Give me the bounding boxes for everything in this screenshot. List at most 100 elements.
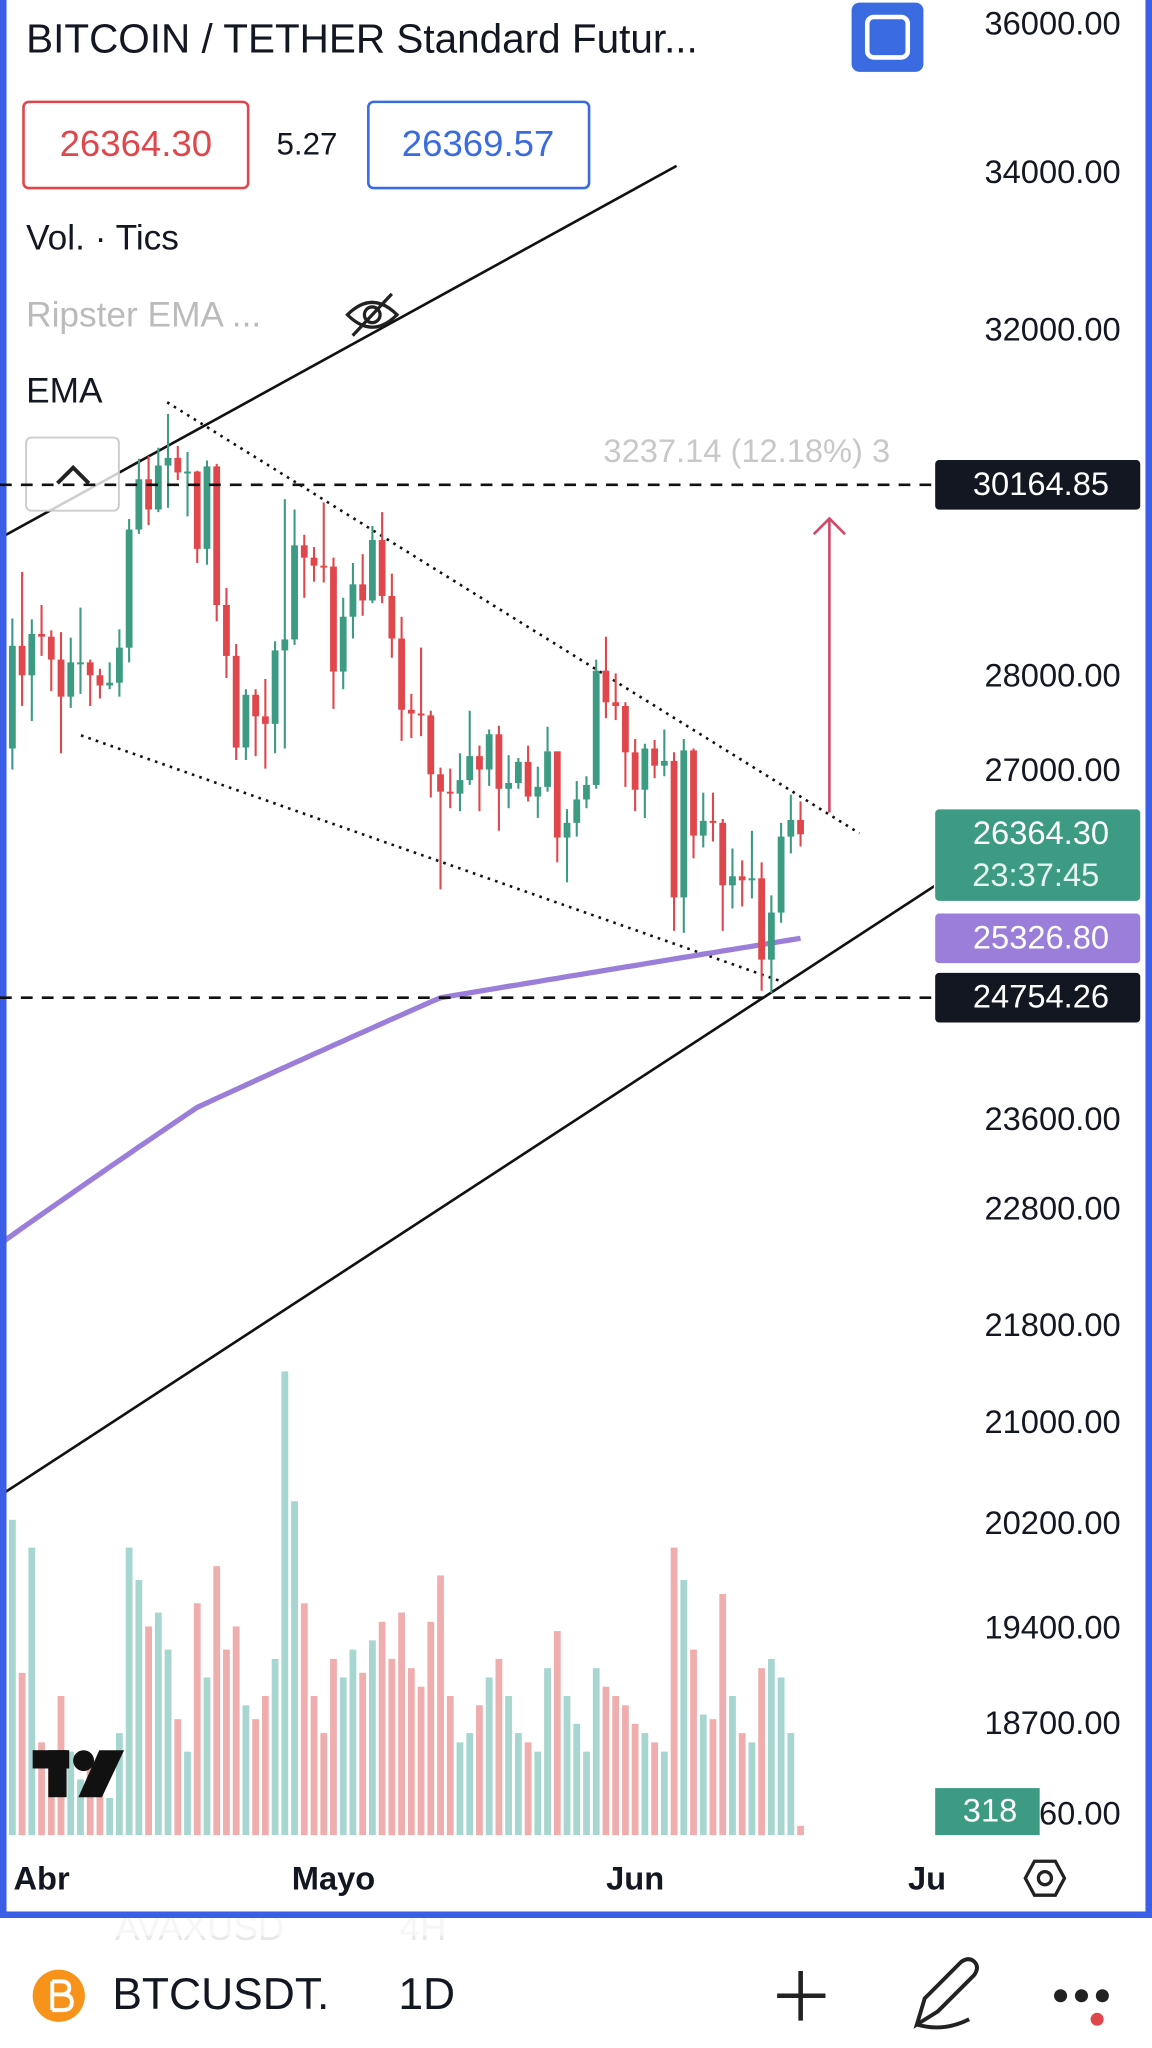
ask-box[interactable] [367, 100, 591, 190]
candle-body [281, 639, 289, 651]
volume-bar [767, 1658, 775, 1836]
candle-body [57, 659, 65, 697]
candle-body [553, 751, 561, 838]
volume-bar [291, 1501, 298, 1836]
volume-bar [154, 1612, 162, 1836]
candle-body [271, 650, 279, 724]
y-tick-label: 27000.00 [984, 751, 1120, 788]
volume-bar [563, 1696, 571, 1836]
volume-bar [553, 1631, 561, 1836]
arrow [812, 516, 846, 813]
volume-bar [476, 1705, 483, 1836]
candle-body [18, 645, 26, 676]
volume-bar [164, 1649, 172, 1836]
interval[interactable]: 1D [398, 1970, 455, 2019]
volume-bar [748, 1742, 756, 1836]
candle-body [86, 662, 94, 676]
candle-body [641, 748, 649, 790]
volume-bar [407, 1668, 415, 1836]
volume-bar [232, 1626, 240, 1836]
volume-bar [330, 1658, 337, 1836]
candle-body [534, 786, 542, 797]
volume-bar [174, 1719, 182, 1836]
price-badge-label: 25326.80 [973, 918, 1109, 955]
add-button[interactable] [777, 1970, 826, 2021]
volume-bar [660, 1751, 668, 1836]
symbol[interactable]: BTCUSDT. [112, 1970, 329, 2019]
candle-body [349, 584, 357, 617]
y-tick-label: 19400.00 [984, 1609, 1120, 1646]
candle-body [310, 557, 318, 566]
price-badge [935, 460, 1141, 510]
indicator: Ripster EMA ... [26, 296, 261, 335]
volume-bar [339, 1677, 347, 1836]
volume-bar [359, 1672, 367, 1836]
y-tick-label: 23600.00 [984, 1100, 1120, 1137]
volume-bar [369, 1640, 376, 1836]
settings-button[interactable] [1023, 1859, 1067, 1897]
volume-bar [417, 1686, 425, 1836]
volume-badge [935, 1788, 1040, 1836]
candle-body [174, 457, 182, 473]
x-tick-label: Abr [13, 1859, 70, 1896]
candle-body [106, 682, 114, 686]
candle-body [47, 636, 55, 660]
trend-line [0, 884, 934, 1497]
candle-body [135, 479, 143, 530]
price-badge-label: 26364.30 [973, 814, 1109, 851]
volume-bar [77, 1779, 84, 1836]
volume-bar [203, 1677, 211, 1836]
candle-body [67, 662, 75, 697]
candle-body [330, 566, 337, 672]
volume-bar [583, 1751, 590, 1836]
candle-body [232, 655, 240, 748]
candle-body [213, 466, 221, 605]
volume-bar [193, 1603, 201, 1836]
volume-bar [514, 1733, 522, 1836]
coin-icon [32, 1969, 85, 2022]
x-tick-label: Jun [606, 1859, 664, 1896]
collapse-button[interactable] [25, 436, 120, 512]
more-button[interactable] [1054, 1989, 1109, 2026]
fullscreen-button[interactable] [851, 2, 924, 72]
volume-bar [466, 1733, 474, 1836]
candle-body [193, 471, 201, 549]
bid-box[interactable] [22, 100, 250, 190]
volume-bar [612, 1696, 620, 1836]
volume-bar [320, 1733, 328, 1836]
plot-area: 3237.14 (12.18%) 3 [0, 164, 934, 1836]
volume-bar [242, 1705, 250, 1836]
candle-body [670, 760, 678, 898]
price-badge [935, 809, 1141, 901]
candle-body [184, 471, 191, 474]
candle-body [398, 638, 405, 710]
candle-body [417, 713, 425, 716]
volume-bar [670, 1547, 678, 1836]
volume-bar [427, 1621, 435, 1836]
candle-body [699, 820, 707, 836]
hidden-icon[interactable] [345, 292, 400, 337]
volume-bar [38, 1742, 45, 1836]
price-badge-label: 24754.26 [973, 978, 1109, 1015]
volume-bar [709, 1719, 717, 1836]
candle-body [466, 756, 474, 781]
candle-body [427, 715, 435, 775]
candle-body [261, 716, 269, 724]
candle-body [660, 760, 668, 766]
draw-button[interactable] [913, 1957, 979, 2030]
volume-bar [261, 1696, 269, 1836]
volume-bar [106, 1798, 114, 1836]
x-tick-label: Mayo [292, 1859, 375, 1896]
volume-bar [116, 1733, 123, 1836]
fade [0, 1917, 1152, 1936]
candle-body [495, 734, 503, 789]
candle-body [77, 662, 84, 665]
candle-body [758, 878, 766, 960]
volume-bar [184, 1751, 191, 1836]
candle-body [524, 761, 532, 797]
volume-bar [378, 1621, 386, 1836]
candle-body [359, 584, 367, 601]
y-tick-label: 21800.00 [984, 1306, 1120, 1343]
candle-body [476, 756, 483, 770]
volume-bar [398, 1612, 405, 1836]
